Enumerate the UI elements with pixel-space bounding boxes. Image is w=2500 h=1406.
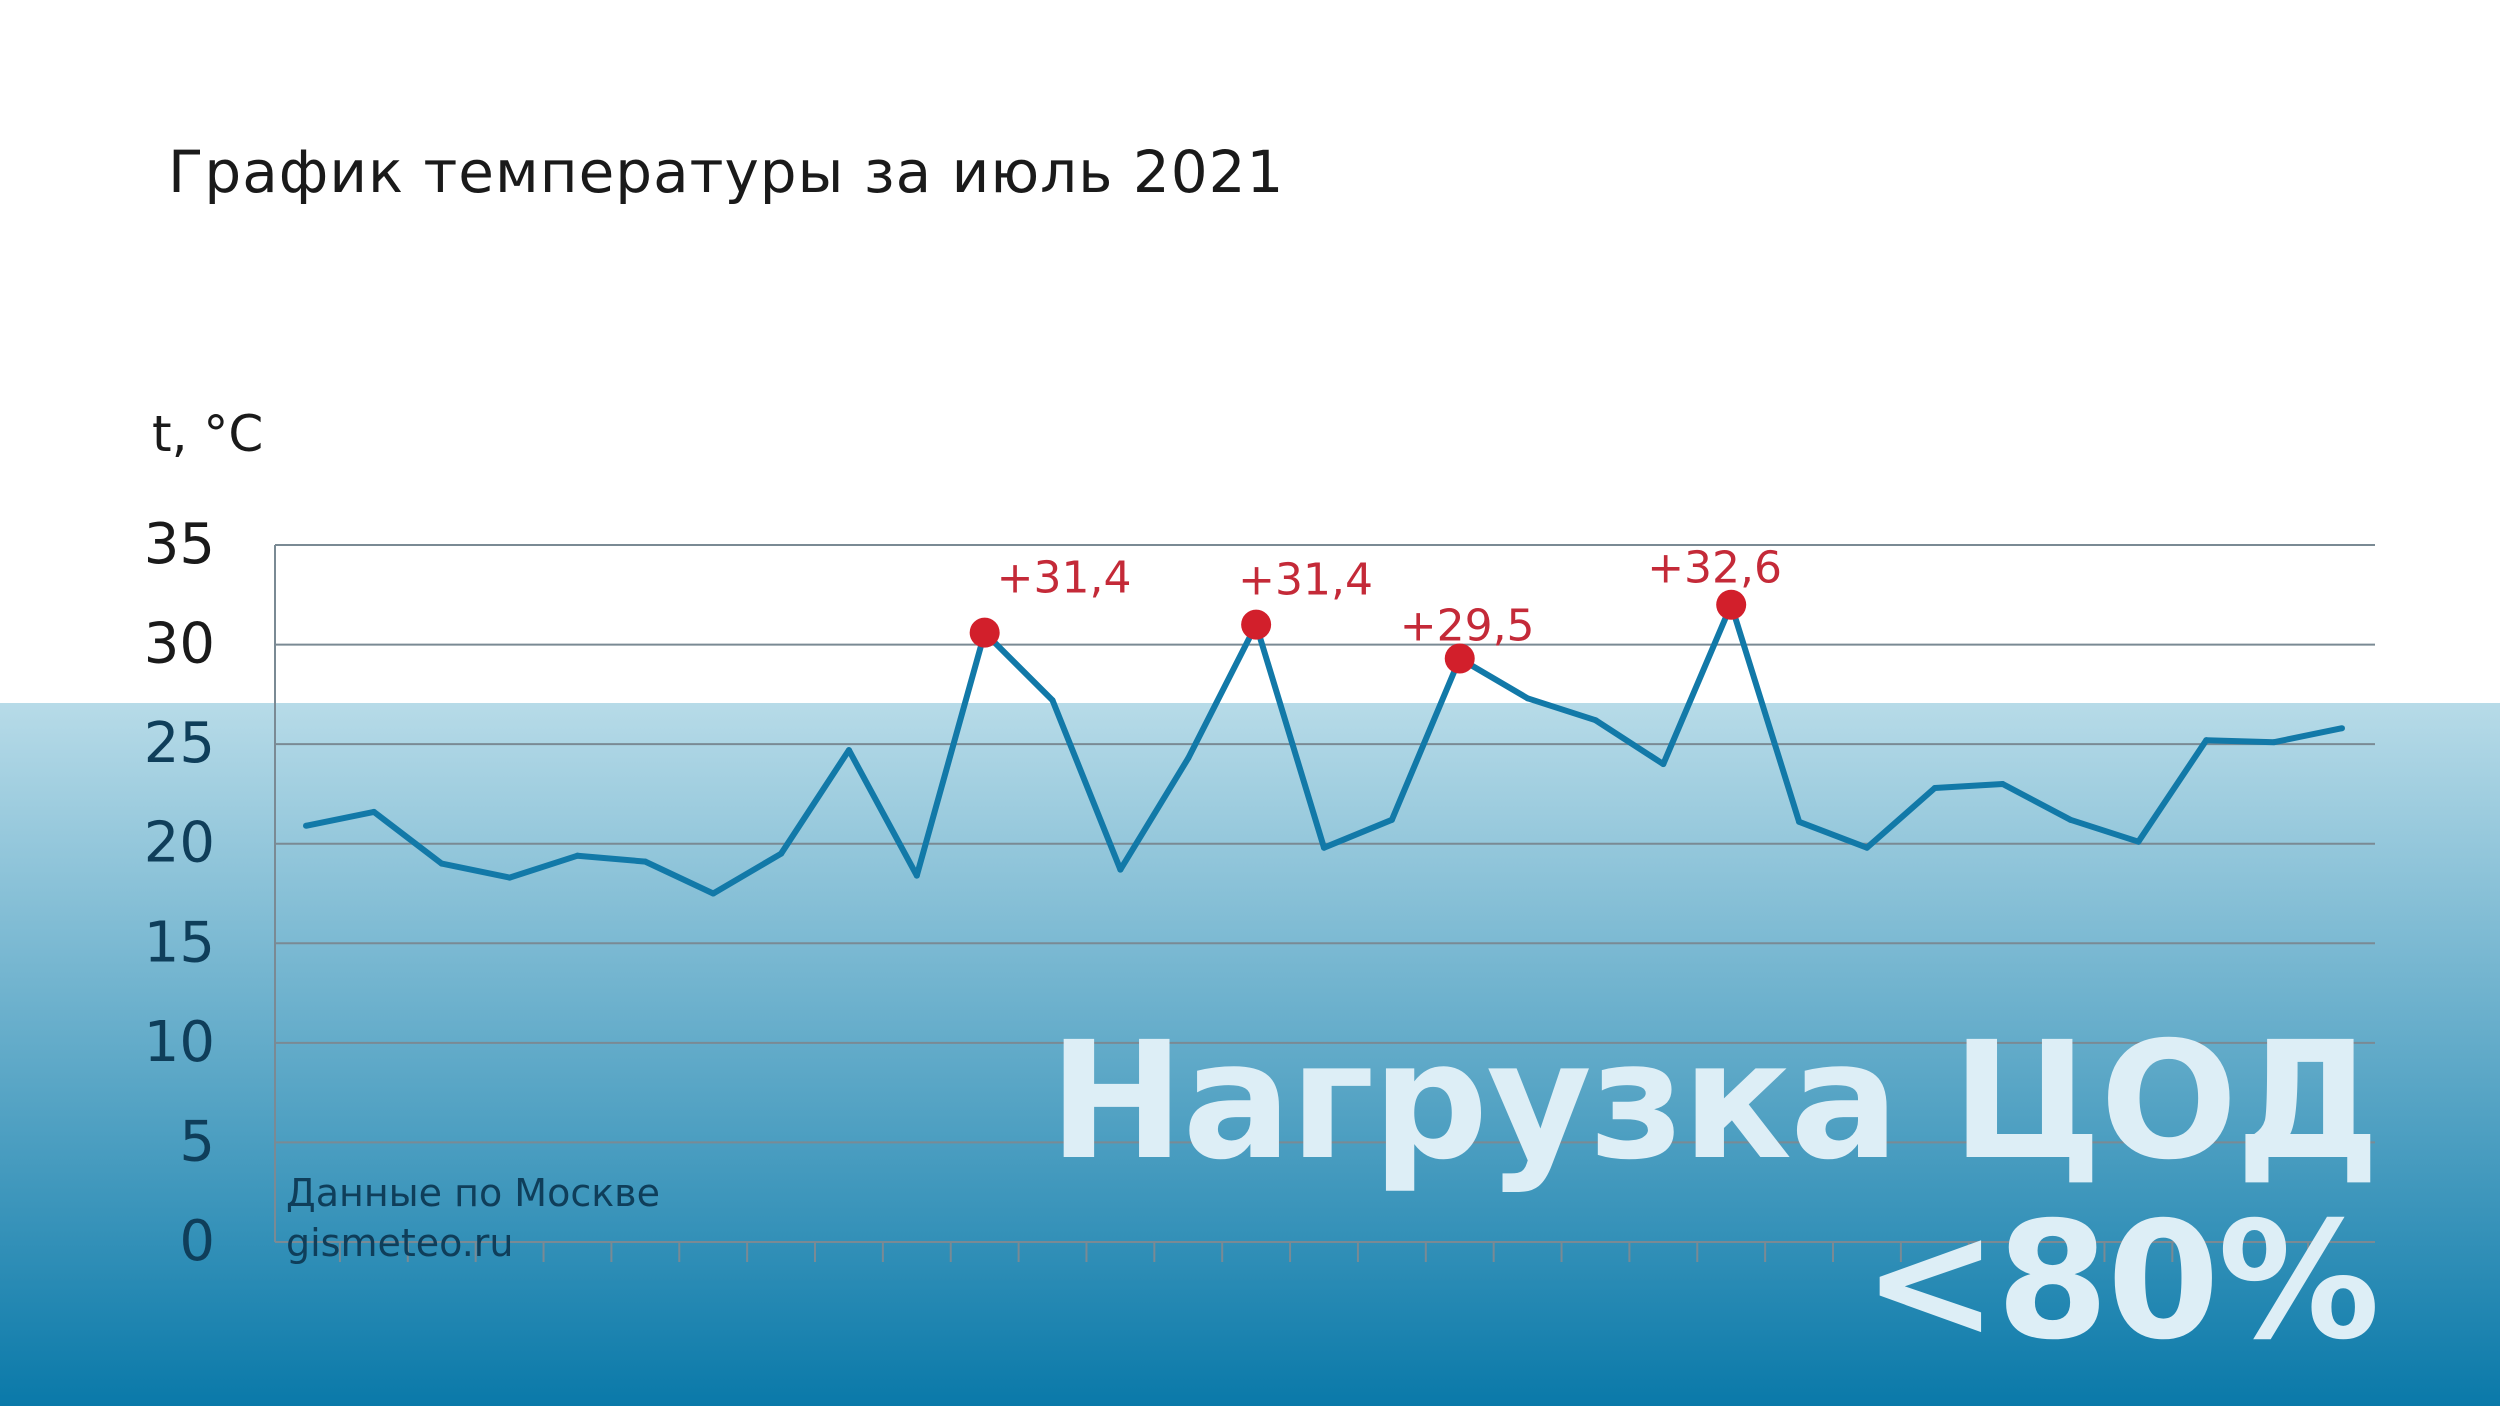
peak-label: +31,4 [997, 553, 1132, 604]
temperature-point [370, 808, 377, 815]
source-line-region: Данные по Москве [286, 1171, 660, 1215]
temperature-point [2339, 725, 2345, 732]
temperature-point [1321, 844, 1327, 851]
y-tick-label: 20 [144, 811, 215, 876]
peak-label: +31,4 [1238, 555, 1373, 606]
y-tick-label: 25 [144, 711, 215, 776]
temperature-point [1049, 697, 1056, 704]
y-tick-label: 35 [144, 512, 215, 577]
y-axis-unit: t, °C [152, 405, 264, 463]
peak-label: +29,5 [1400, 601, 1535, 652]
temperature-point [303, 822, 309, 829]
chart-title: График температуры за июль 2021 [168, 138, 1285, 206]
data-source: Данные по Москве gismeteo.ru [286, 1168, 660, 1268]
y-tick-label: 15 [144, 910, 215, 975]
temperature-point [1796, 818, 1803, 825]
y-tick-label: 0 [179, 1209, 215, 1274]
peak-marker [1241, 609, 1272, 640]
headline-value: <80% [1862, 1188, 2381, 1376]
y-tick-label: 10 [144, 1010, 215, 1075]
temperature-point [506, 874, 513, 881]
temperature-point [1185, 755, 1192, 762]
temperature-point [1524, 695, 1531, 702]
temperature-point [2135, 838, 2142, 845]
temperature-point [1931, 784, 1938, 791]
background-band [0, 703, 2500, 1406]
source-line-site: gismeteo.ru [286, 1221, 514, 1265]
temperature-point [1117, 866, 1124, 873]
peak-marker [1444, 643, 1475, 674]
annotations: +31,4 +31,4 +29,5 +32,6 [969, 543, 1782, 674]
temperature-point [1592, 717, 1599, 724]
y-ticks: 0 5 10 15 20 25 30 35 [144, 512, 215, 1274]
temperature-point [574, 852, 581, 859]
temperature-point [2203, 737, 2210, 744]
temperature-point [710, 890, 717, 897]
peak-label: +32,6 [1647, 543, 1782, 594]
peak-marker [969, 617, 1000, 648]
temperature-point [913, 872, 920, 879]
temperature-point [438, 860, 445, 867]
temperature-point [642, 858, 649, 865]
peak-marker [1716, 589, 1747, 620]
temperature-point [2271, 739, 2278, 746]
temperature-point [2067, 816, 2074, 823]
temperature-point [1999, 780, 2006, 787]
grid [274, 544, 2375, 1243]
headline: Нагрузка ЦОД <80% [1048, 1008, 2381, 1376]
x-ticks [338, 1242, 2310, 1262]
temperature-point [1388, 816, 1395, 823]
temperature-point [1660, 761, 1667, 768]
y-tick-label: 30 [144, 612, 215, 677]
temperature-point [1863, 844, 1870, 851]
y-tick-label: 5 [179, 1109, 215, 1174]
temperature-point [845, 747, 852, 754]
headline-title: Нагрузка ЦОД [1048, 1008, 2380, 1196]
temperature-point [778, 850, 785, 857]
